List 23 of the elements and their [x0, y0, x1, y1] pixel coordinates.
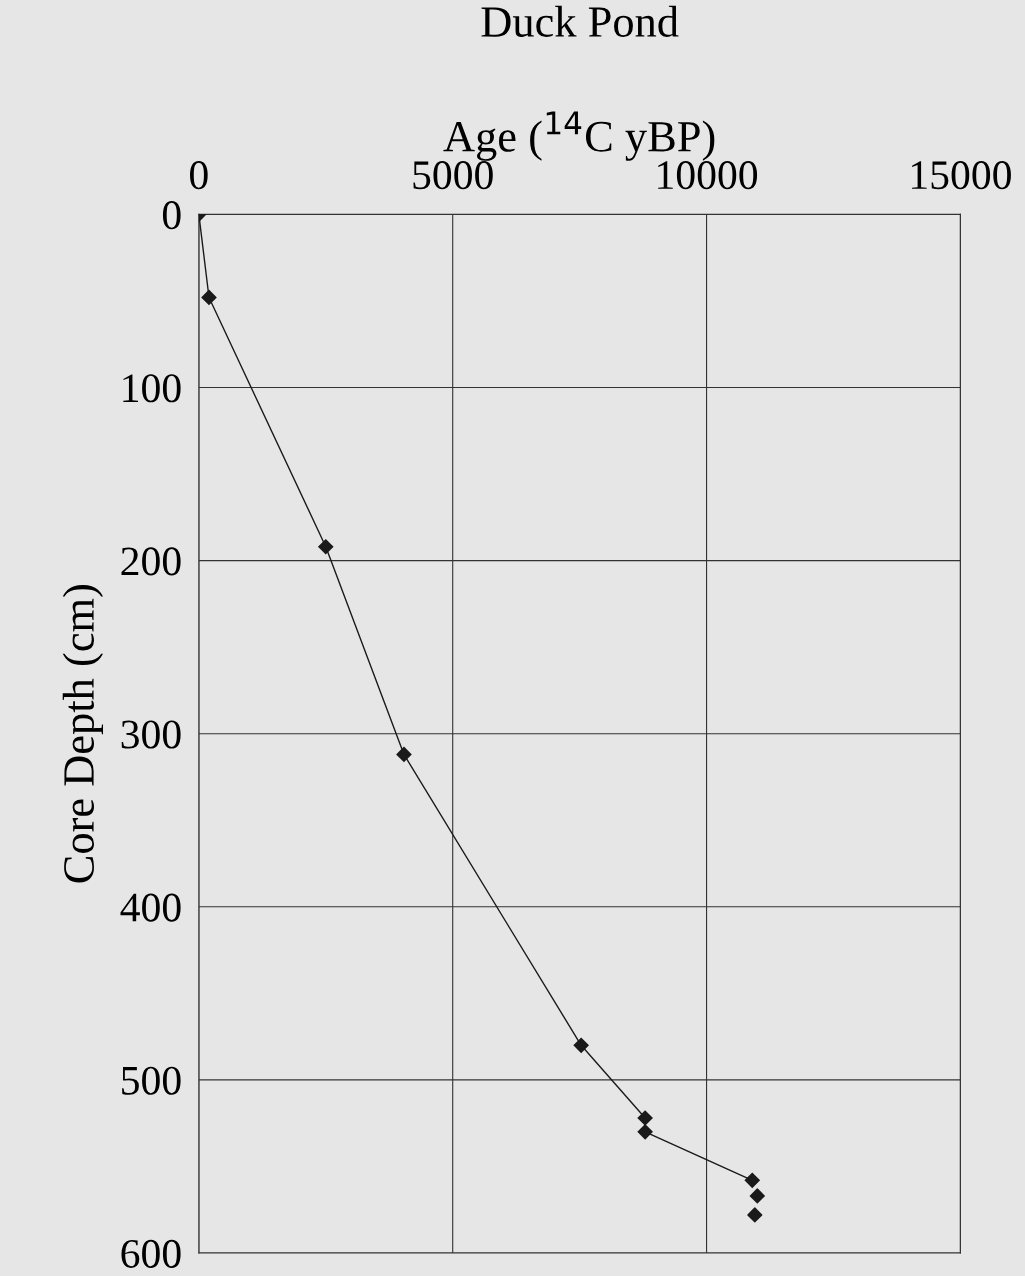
x-axis-title: Age ($^{14}$C yBP): [443, 111, 715, 161]
y-tick-label: 300: [121, 720, 181, 749]
y-tick-label: 200: [121, 547, 181, 576]
chart-title: Duck Pond: [481, 5, 679, 38]
point: [749, 1188, 765, 1204]
y-tick-label: 400: [120, 893, 181, 922]
point: [744, 1172, 760, 1188]
x-tick-label: 10000: [658, 161, 758, 190]
point: [573, 1037, 589, 1053]
x-tick-label: 15000: [912, 161, 1011, 190]
point: [637, 1124, 653, 1140]
point: [637, 1110, 653, 1126]
y-tick-label: 600: [121, 1239, 181, 1268]
y-tick-label: 0: [162, 201, 181, 230]
point: [201, 289, 217, 306]
y-axis-title: Core Depth (cm): [62, 585, 104, 883]
y-tick-label: 500: [122, 1066, 181, 1095]
y-tick-label: 100: [123, 374, 181, 403]
x-tick-label: 0: [190, 161, 208, 190]
point: [396, 746, 412, 763]
point: [747, 1207, 763, 1223]
x-tick-label: 5000: [413, 161, 493, 190]
point: [318, 539, 334, 555]
